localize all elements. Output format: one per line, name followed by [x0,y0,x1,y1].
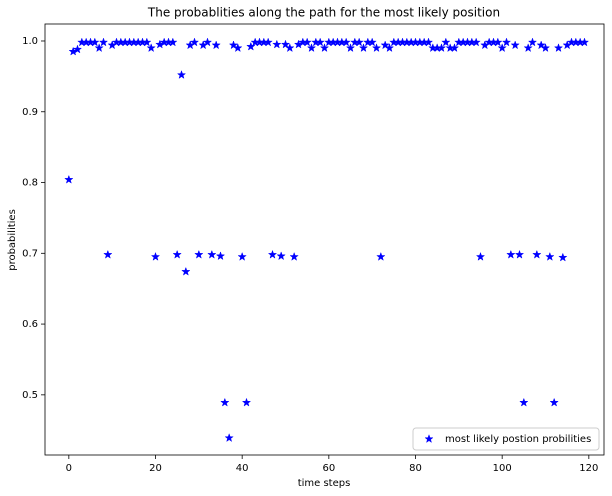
data-point [103,249,113,259]
data-point [536,40,546,50]
data-point [150,251,161,261]
data-point [380,40,390,50]
x-tick-label: 120 [579,463,598,474]
data-point [64,174,74,184]
data-point [532,249,542,259]
data-point [94,43,104,53]
data-point [341,37,351,47]
data-point [376,251,386,261]
data-point [471,37,481,47]
data-point [449,43,460,53]
data-point [367,37,377,47]
data-point [285,43,295,53]
x-tick-label: 60 [322,463,335,474]
data-point [220,397,230,407]
data-point [176,70,187,79]
data-point [228,40,239,50]
data-point [202,37,213,47]
legend-box [412,427,600,451]
data-point [142,37,152,47]
data-point [280,39,291,49]
data-point [558,252,568,262]
data-point [224,433,234,443]
data-point [263,37,273,47]
data-point [506,249,516,259]
data-point [441,37,451,47]
chart-title: The probablities along the path for the … [147,6,500,20]
data-point [319,43,330,53]
y-tick-label: 0.9 [22,107,38,118]
data-point [267,249,278,259]
data-point [358,43,369,53]
data-point [189,37,200,47]
x-tick-label: 40 [236,463,249,474]
data-point [146,43,156,53]
data-point [527,37,538,47]
data-point [72,44,83,54]
data-point [436,43,447,53]
data-point [497,43,507,53]
y-tick-label: 0.8 [22,178,38,189]
data-point [241,397,252,407]
data-point [90,37,100,47]
x-axis-label: time steps [298,478,351,489]
x-tick-label: 100 [493,463,512,474]
data-point [211,40,221,50]
data-point [523,43,533,53]
data-point [246,41,256,51]
data-point [233,43,243,53]
data-point [371,43,382,53]
data-point [168,37,178,47]
data-point [549,397,559,407]
data-point [272,39,282,49]
data-point [579,37,590,47]
data-point [172,249,182,259]
y-tick-label: 0.5 [22,390,38,401]
data-point [423,37,434,47]
data-point [315,37,325,47]
y-tick-label: 0.7 [22,248,38,259]
data-point [194,249,204,259]
data-point [181,266,191,276]
data-point [345,43,356,53]
data-point [501,37,512,47]
data-point [289,251,299,261]
data-point [384,43,395,53]
data-point [215,251,226,261]
data-point [207,249,217,259]
x-tick-label: 80 [409,463,422,474]
data-point [553,43,564,53]
data-point [545,251,555,261]
data-point [306,43,317,53]
data-point [510,40,520,50]
data-point [519,397,529,407]
legend-label: most likely postion probilities [445,434,591,445]
legend-marker [424,434,434,444]
data-point [540,43,551,53]
data-point [302,37,312,47]
x-tick-label: 20 [149,463,162,474]
data-point [237,251,247,261]
data-point [514,249,525,259]
data-point [354,37,364,47]
data-point [493,37,503,47]
x-tick-label: 0 [66,463,72,474]
y-tick-label: 1.0 [22,36,38,47]
y-tick-label: 0.6 [22,319,38,330]
y-axis-label: probabilities [7,209,18,271]
plot-frame [44,23,605,456]
data-point [475,251,486,261]
data-point [98,37,109,47]
data-point [276,251,286,261]
